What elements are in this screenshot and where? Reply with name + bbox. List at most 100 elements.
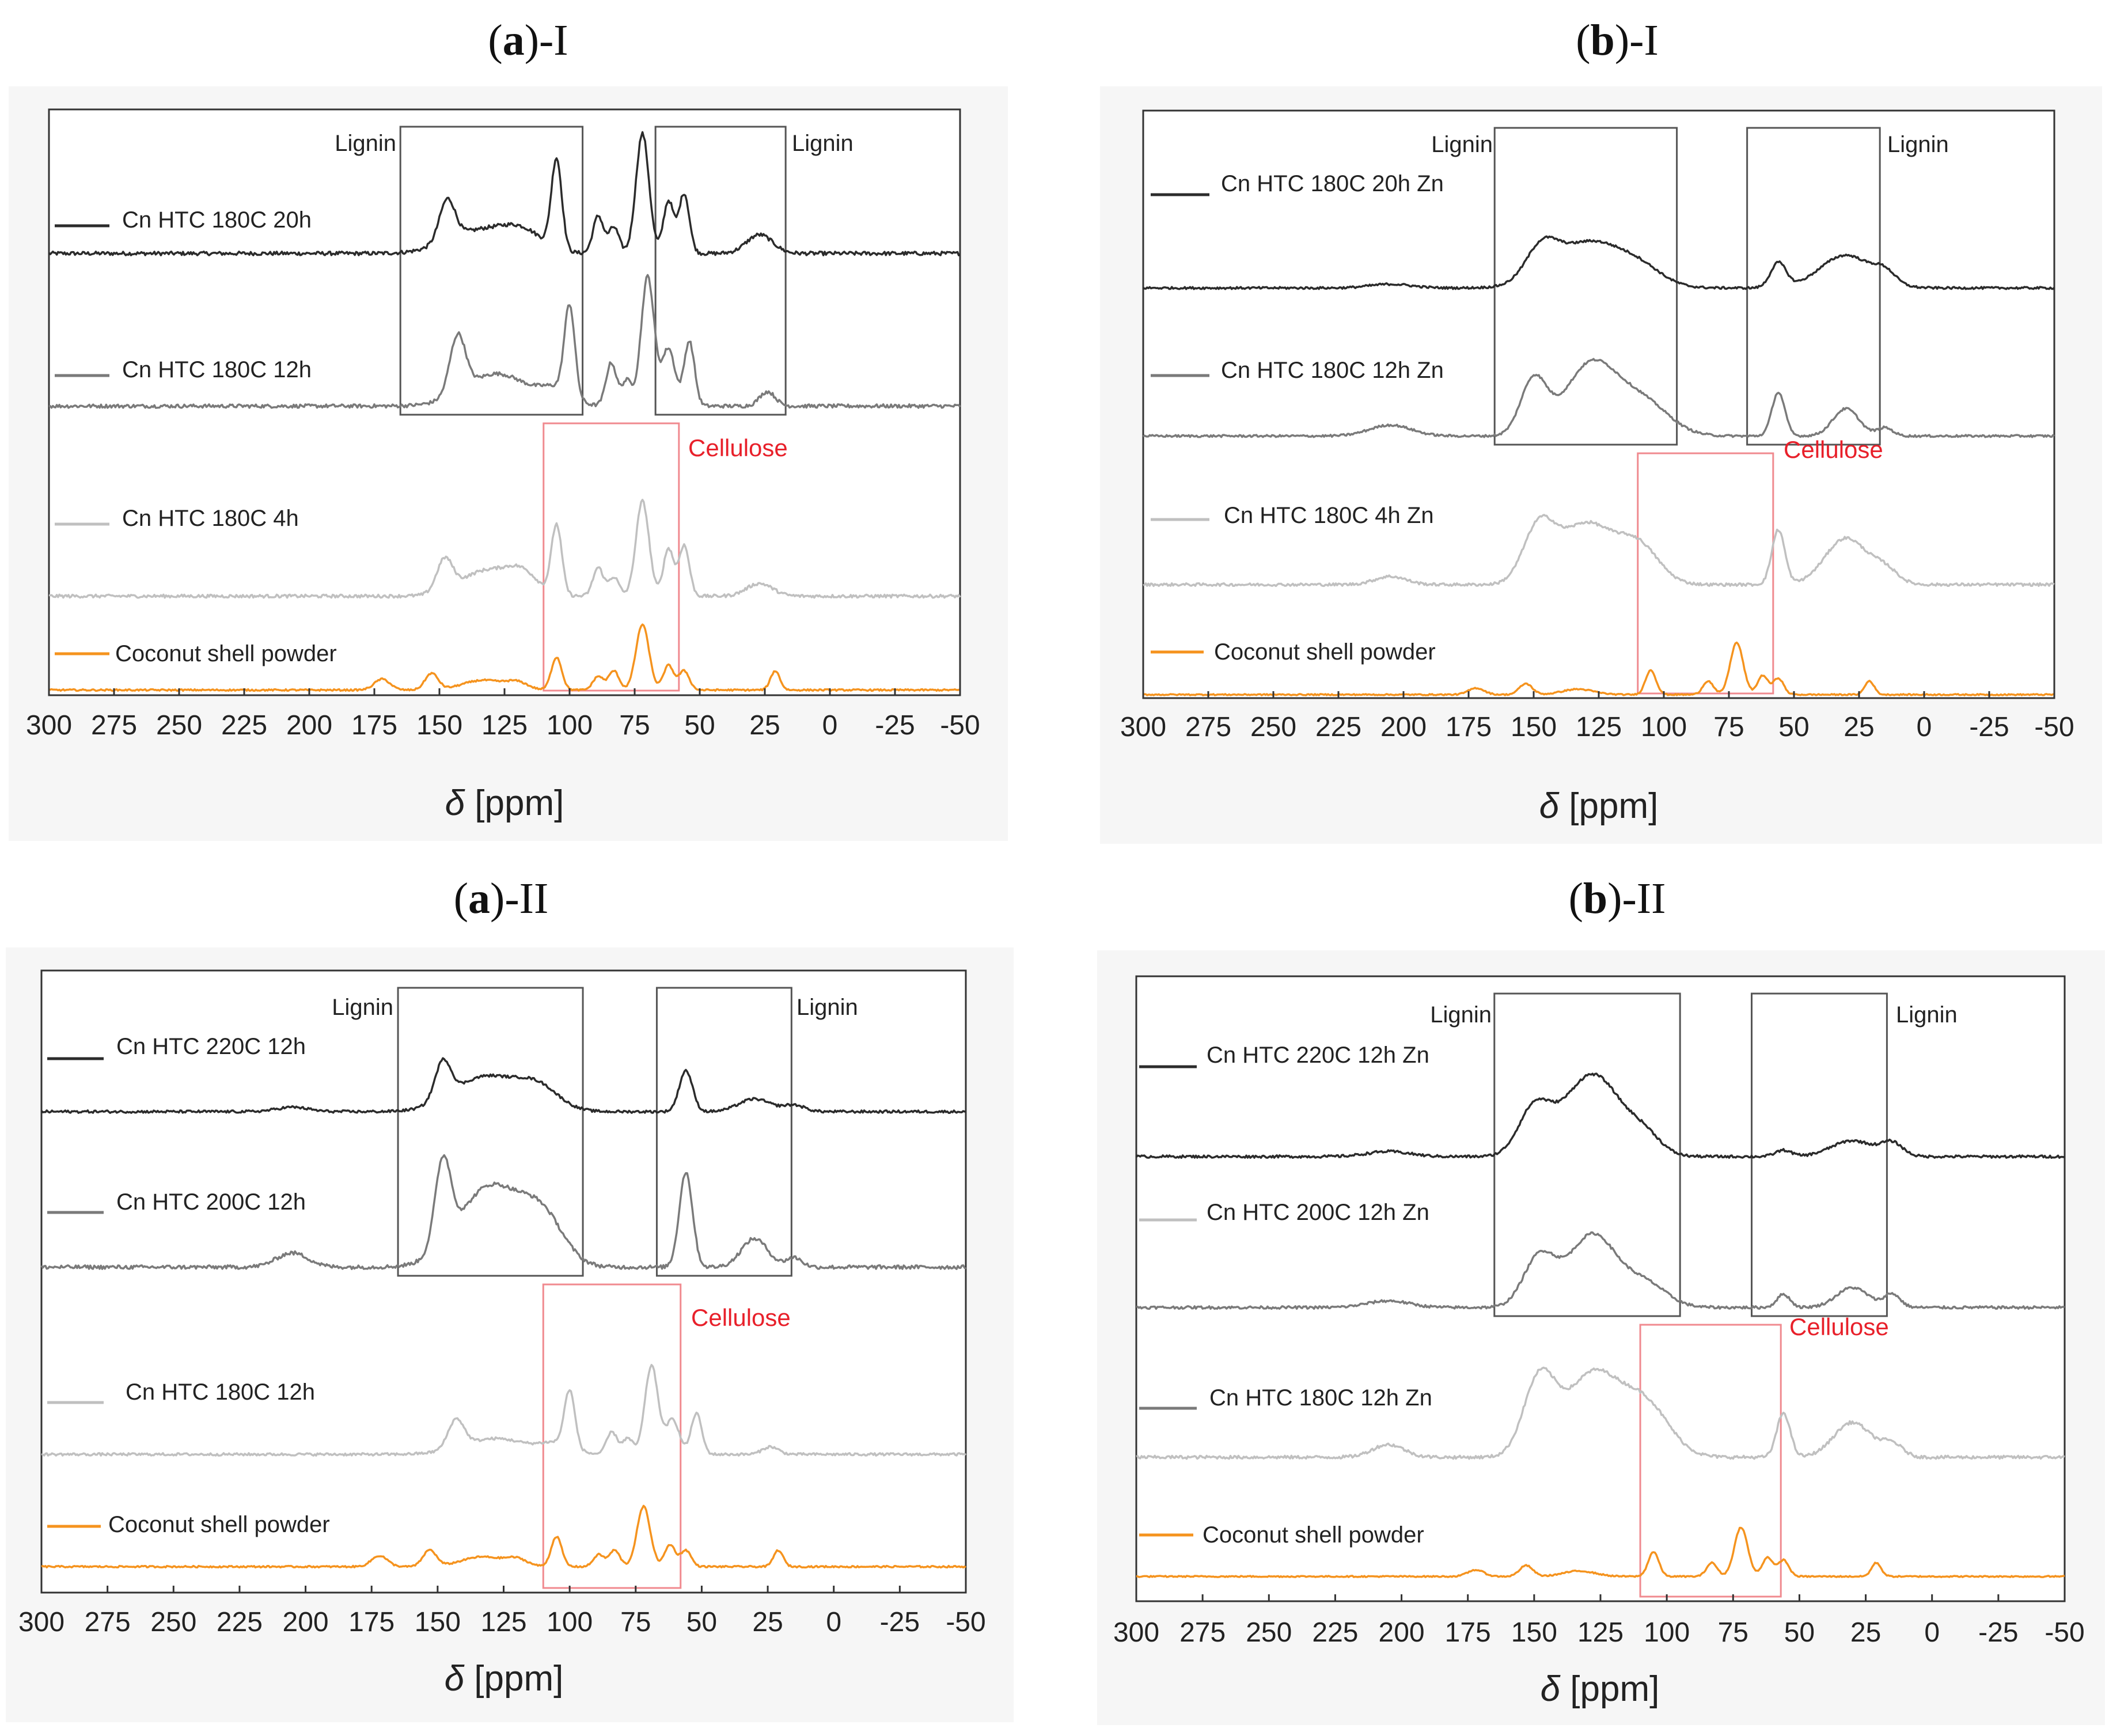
x-tick-label: 300 [1120,712,1166,742]
x-axis-label: δ [ppm] [445,1659,564,1699]
legend-label: Coconut shell powder [115,641,337,666]
cellulose-label: Cellulose [688,434,788,461]
lignin-label-left: Lignin [1431,132,1493,157]
spectrum-line [1136,1366,2065,1460]
plot-frame [40,969,967,1594]
spectrum-line [1143,235,2055,290]
legend-label: Cn HTC 180C 20h Zn [1221,171,1444,196]
legend-label: Cn HTC 180C 12h [122,357,312,382]
x-tick-label: 275 [91,710,137,741]
lignin-box-right [655,987,792,1277]
x-axis-label: δ [ppm] [1539,786,1659,826]
x-tick-label: 50 [1784,1617,1815,1648]
x-tick-label: 50 [1778,712,1809,742]
x-tick-label: 75 [1718,1617,1748,1648]
lignin-label-right: Lignin [792,131,854,156]
x-tick-label: 250 [1250,712,1296,742]
legend-label: Cn HTC 180C 4h Zn [1224,503,1434,528]
lignin-label-left: Lignin [335,131,396,156]
legend-label: Cn HTC 180C 12h [126,1379,315,1405]
x-tick-label: 225 [217,1607,263,1638]
spectrum-line [41,1504,966,1569]
x-tick-label: 125 [480,1607,526,1638]
x-tick-label: 100 [547,710,593,741]
x-tick-label: -50 [2034,712,2074,742]
spectra [40,1057,967,1569]
cellulose-box [1637,452,1774,695]
legend-label: Cn HTC 180C 4h [122,506,299,531]
cellulose-label: Cellulose [691,1304,791,1331]
spectra [48,131,961,692]
panel-title: (b)-I [1576,16,1659,65]
x-tick-label: 125 [481,710,528,741]
spectrum-line [1142,358,2055,438]
panel-a-i: (a)-I Lignin Lignin Cellulose Cn HTC 180… [9,16,1008,841]
panel-b-i: (b)-I Lignin Lignin Cellulose Cn HTC 180… [1100,16,2102,844]
legend-label: Cn HTC 180C 12h Zn [1209,1385,1432,1411]
x-tick-label: 100 [547,1607,593,1638]
cellulose-label: Cellulose [1789,1313,1889,1340]
x-axis: 300 275 250 225 200 175 150 125 100 75 50 25 0 -25 -50 [26,688,980,741]
x-axis: 300 275 250 225 200 175 150 125 100 75 50 25 0 -25 -50 [1120,691,2074,742]
panel-a-ii: (a)-II Lignin Lignin Cellulose Cn HTC 22… [6,874,1014,1722]
cellulose-box [1639,1324,1782,1598]
cellulose-label: Cellulose [1784,436,1883,463]
x-tick-label: 150 [1511,1617,1557,1648]
x-tick-label: 175 [351,710,397,741]
legend: Cn HTC 180C 20h Cn HTC 180C 12h Cn HTC 1… [55,207,337,666]
x-tick-label: -50 [940,710,980,741]
x-tick-label: 250 [156,710,202,741]
x-tick-label: 200 [283,1607,329,1638]
lignin-label-left: Lignin [332,995,393,1020]
panel-title: (a)-II [454,874,549,923]
x-tick-label: 225 [1312,1617,1358,1648]
x-tick-label: 100 [1644,1617,1690,1648]
x-tick-label: -25 [880,1607,920,1638]
lignin-box-left [399,126,584,416]
x-tick-label: 125 [1577,1617,1624,1648]
spectrum-line [48,498,961,599]
legend-label: Cn HTC 180C 12h Zn [1221,358,1444,383]
spectrum-line [1136,1526,2065,1578]
x-tick-label: 125 [1576,712,1622,742]
x-tick-label: 300 [18,1607,65,1638]
x-tick-label: -25 [1969,712,2009,742]
lignin-label-right: Lignin [796,995,858,1020]
lignin-label-left: Lignin [1430,1002,1492,1028]
legend-label: Coconut shell powder [108,1512,330,1537]
x-tick-label: 25 [1844,712,1874,742]
lignin-label-right: Lignin [1896,1002,1958,1028]
lignin-box-left [397,987,584,1277]
x-tick-label: 275 [85,1607,131,1638]
legend: Cn HTC 180C 20h Zn Cn HTC 180C 12h Zn Cn… [1151,171,1444,665]
x-axis: 300 275 250 225 200 175 150 125 100 75 50 25 0 -25 -50 [18,1586,986,1638]
x-tick-label: 25 [752,1607,783,1638]
x-tick-label: 250 [1246,1617,1292,1648]
x-tick-label: 200 [1380,712,1427,742]
x-tick-label: 25 [1850,1617,1881,1648]
legend-label: Cn HTC 200C 12h Zn [1207,1200,1429,1225]
x-tick-label: 300 [26,710,72,741]
plot-frame [1135,975,2066,1602]
x-tick-label: 275 [1179,1617,1226,1648]
panel-title: (a)-I [488,16,568,65]
x-tick-label: 0 [1917,712,1932,742]
x-tick-label: 0 [822,710,838,741]
x-tick-label: -25 [1978,1617,2018,1648]
lignin-box-right [1746,127,1881,446]
spectrum-line [48,131,960,256]
x-tick-label: 75 [1713,712,1744,742]
x-axis: 300 275 250 225 200 175 150 125 100 75 50 25 0 -25 -50 [1113,1594,2085,1648]
spectrum-line [48,274,961,409]
x-tick-label: 175 [348,1607,395,1638]
spectrum-line [41,1363,967,1457]
legend: Cn HTC 220C 12h Zn Cn HTC 200C 12h Zn Cn… [1139,1043,1432,1548]
plot-frame [1142,109,2055,699]
spectra [1135,1072,2065,1578]
x-tick-label: 200 [286,710,332,741]
spectrum-line [40,1057,966,1114]
x-axis-label: δ [ppm] [1541,1669,1660,1709]
x-tick-label: 275 [1185,712,1231,742]
x-tick-label: 50 [684,710,715,741]
